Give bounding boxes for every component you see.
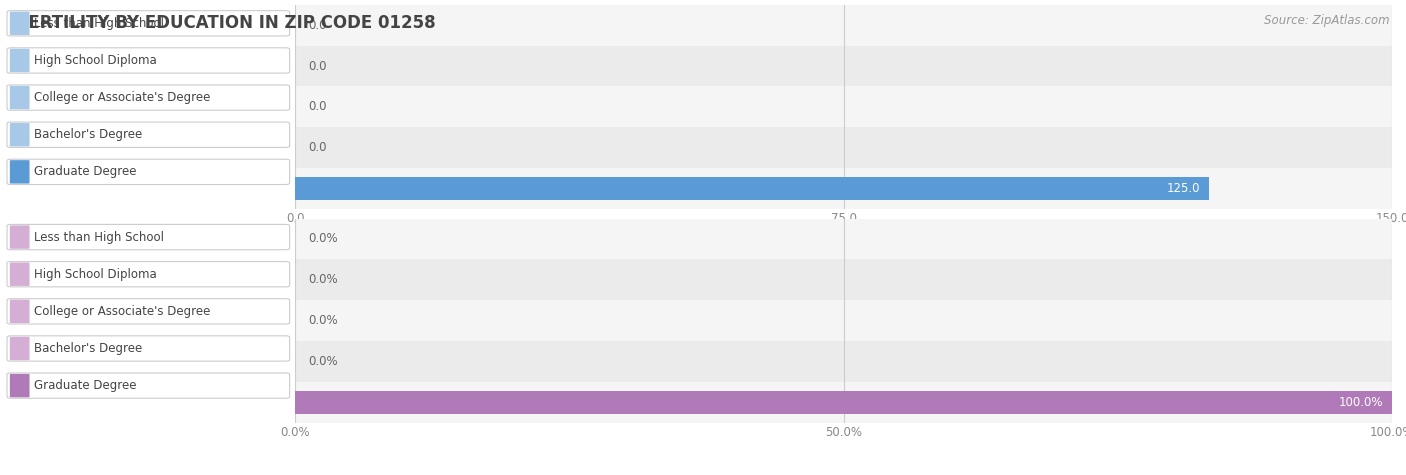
Bar [295, 5, 1392, 46]
Text: Bachelor's Degree: Bachelor's Degree [34, 128, 142, 141]
Bar [295, 218, 1392, 259]
Bar [295, 168, 1392, 209]
Text: 0.0%: 0.0% [308, 232, 337, 246]
Bar [295, 341, 1392, 382]
Text: Less than High School: Less than High School [34, 17, 163, 30]
Text: High School Diploma: High School Diploma [34, 268, 156, 281]
Text: Source: ZipAtlas.com: Source: ZipAtlas.com [1264, 14, 1389, 27]
Bar [295, 382, 1392, 423]
Text: 0.0: 0.0 [308, 100, 328, 114]
Bar [295, 391, 1392, 414]
Text: 0.0%: 0.0% [308, 314, 337, 327]
Text: 0.0%: 0.0% [308, 273, 337, 286]
Bar [295, 46, 1392, 86]
Text: High School Diploma: High School Diploma [34, 54, 156, 67]
Text: 0.0: 0.0 [308, 19, 328, 32]
Text: 0.0: 0.0 [308, 141, 328, 154]
Text: FERTILITY BY EDUCATION IN ZIP CODE 01258: FERTILITY BY EDUCATION IN ZIP CODE 01258 [17, 14, 436, 32]
Bar [295, 177, 1209, 200]
Text: College or Associate's Degree: College or Associate's Degree [34, 305, 209, 318]
Text: Bachelor's Degree: Bachelor's Degree [34, 342, 142, 355]
Bar [295, 127, 1392, 168]
Bar [295, 259, 1392, 300]
Text: 125.0: 125.0 [1167, 182, 1201, 195]
Bar [295, 86, 1392, 127]
Text: Less than High School: Less than High School [34, 230, 163, 244]
Text: Graduate Degree: Graduate Degree [34, 379, 136, 392]
Text: 0.0%: 0.0% [308, 355, 337, 368]
Bar [295, 300, 1392, 341]
Text: 0.0: 0.0 [308, 59, 328, 73]
Text: College or Associate's Degree: College or Associate's Degree [34, 91, 209, 104]
Text: Graduate Degree: Graduate Degree [34, 165, 136, 179]
Text: 100.0%: 100.0% [1339, 396, 1384, 409]
